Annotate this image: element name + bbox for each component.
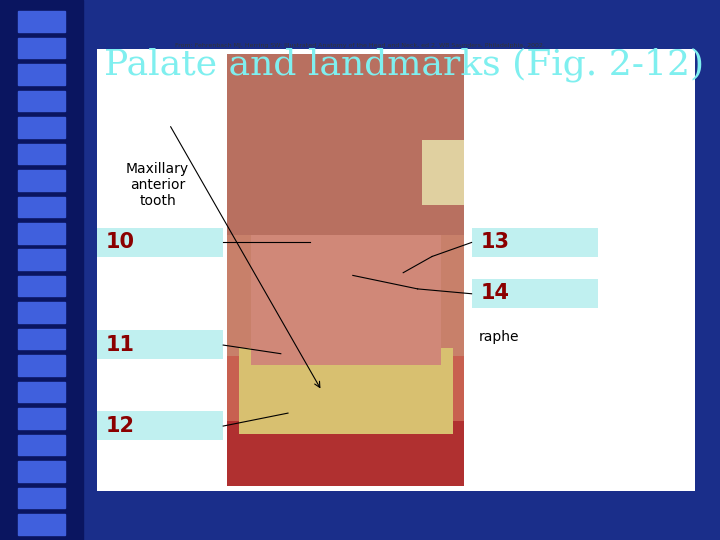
Text: Maxillary
anterior
tooth: Maxillary anterior tooth <box>126 162 189 208</box>
Bar <box>251 235 441 365</box>
Bar <box>18 435 65 455</box>
Bar <box>97 49 695 491</box>
Bar <box>18 117 65 138</box>
Text: 13: 13 <box>480 232 509 252</box>
Bar <box>18 144 65 164</box>
Bar <box>18 408 65 429</box>
Bar <box>472 228 598 256</box>
Text: raphe: raphe <box>479 330 519 345</box>
Bar <box>227 54 464 486</box>
Bar <box>18 197 65 217</box>
Bar <box>18 11 65 32</box>
Bar <box>18 170 65 191</box>
Bar <box>18 355 65 376</box>
Bar <box>0 0 83 540</box>
Bar <box>18 249 65 270</box>
Bar <box>422 140 464 205</box>
Text: Palate and landmarks (Fig. 2-12): Palate and landmarks (Fig. 2-12) <box>104 48 705 82</box>
Bar <box>239 348 453 434</box>
Bar <box>18 461 65 482</box>
Bar <box>472 279 598 308</box>
Bar <box>18 223 65 244</box>
Text: 11: 11 <box>106 335 135 355</box>
Bar <box>18 38 65 58</box>
Bar <box>18 64 65 85</box>
Text: 14: 14 <box>480 284 509 303</box>
Text: From: Fehrenbach MJ, Herring SW: Illustrated Anatomy of the Head and Neck, ed 2.: From: Fehrenbach MJ, Herring SW: Illustr… <box>175 43 545 49</box>
Bar <box>18 91 65 111</box>
Bar <box>227 54 464 235</box>
Bar <box>18 488 65 508</box>
Text: 10: 10 <box>106 232 135 252</box>
Text: 12: 12 <box>106 416 135 436</box>
Bar <box>97 330 223 359</box>
Bar <box>97 228 223 256</box>
Bar <box>18 382 65 402</box>
Bar <box>227 356 464 434</box>
Bar <box>18 302 65 323</box>
Bar <box>18 514 65 535</box>
Bar <box>18 276 65 296</box>
Bar <box>18 329 65 349</box>
Bar <box>227 421 464 486</box>
Bar <box>97 411 223 440</box>
